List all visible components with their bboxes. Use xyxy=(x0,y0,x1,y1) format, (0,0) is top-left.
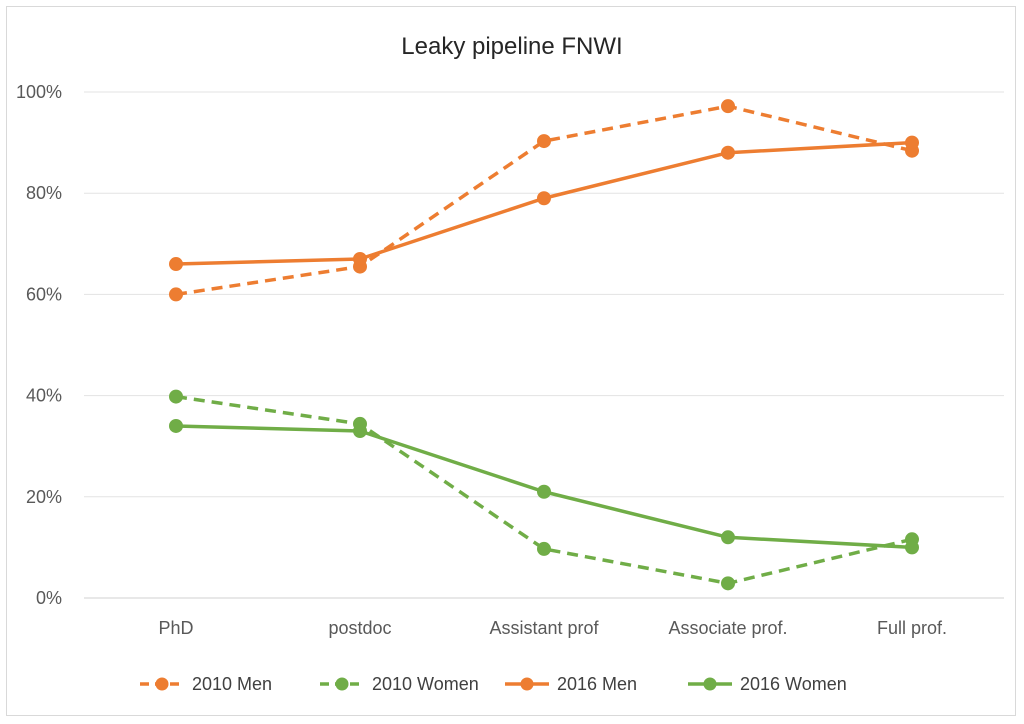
chart-title: Leaky pipeline FNWI xyxy=(401,33,622,60)
y-tick-label: 80% xyxy=(26,183,62,203)
series-layer xyxy=(169,99,919,591)
data-point xyxy=(905,540,919,555)
data-point xyxy=(353,424,367,439)
data-point xyxy=(537,484,551,499)
series-2016-men xyxy=(169,135,919,272)
y-tick-label: 100% xyxy=(16,82,62,102)
data-point xyxy=(721,145,735,160)
legend-label: 2010 Women xyxy=(372,674,479,694)
x-tick-label: Assistant prof xyxy=(489,618,599,638)
legend-label: 2016 Women xyxy=(740,674,847,694)
legend-swatch-marker xyxy=(703,677,717,691)
data-point xyxy=(721,99,735,114)
data-point xyxy=(537,191,551,206)
data-point xyxy=(721,530,735,545)
x-tick-label: PhD xyxy=(158,618,193,638)
data-point xyxy=(353,251,367,266)
data-point xyxy=(169,287,183,302)
data-point xyxy=(537,134,551,149)
data-point xyxy=(905,135,919,150)
y-tick-label: 0% xyxy=(36,588,62,608)
series-2016-women xyxy=(169,418,919,555)
data-point xyxy=(169,257,183,272)
legend-swatch-marker xyxy=(155,677,169,691)
x-tick-label: postdoc xyxy=(328,618,391,638)
data-point xyxy=(169,389,183,404)
legend-item: 2016 Men xyxy=(505,674,637,694)
gridlines xyxy=(84,91,1004,599)
y-tick-label: 60% xyxy=(26,284,62,304)
legend-swatch-marker xyxy=(520,677,534,691)
legend: 2010 Men 2010 Women 2016 Men 2016 Women xyxy=(140,674,847,694)
x-axis-tick-labels: PhD postdoc Assistant prof Associate prof. F… xyxy=(158,618,947,638)
legend-label: 2016 Men xyxy=(557,674,637,694)
legend-item: 2010 Men xyxy=(140,674,272,694)
y-axis-tick-labels: 0% 20% 40% 60% 80% 100% xyxy=(16,82,62,608)
legend-label: 2010 Men xyxy=(192,674,272,694)
legend-item: 2016 Women xyxy=(688,674,847,694)
y-tick-label: 40% xyxy=(26,386,62,406)
legend-item: 2010 Women xyxy=(320,674,479,694)
x-tick-label: Full prof. xyxy=(877,618,947,638)
legend-swatch-marker xyxy=(335,677,349,691)
x-tick-label: Associate prof. xyxy=(668,618,787,638)
series-line xyxy=(175,394,913,586)
data-point xyxy=(721,576,735,591)
data-point xyxy=(169,418,183,433)
y-tick-label: 20% xyxy=(26,487,62,507)
data-point xyxy=(537,541,551,556)
